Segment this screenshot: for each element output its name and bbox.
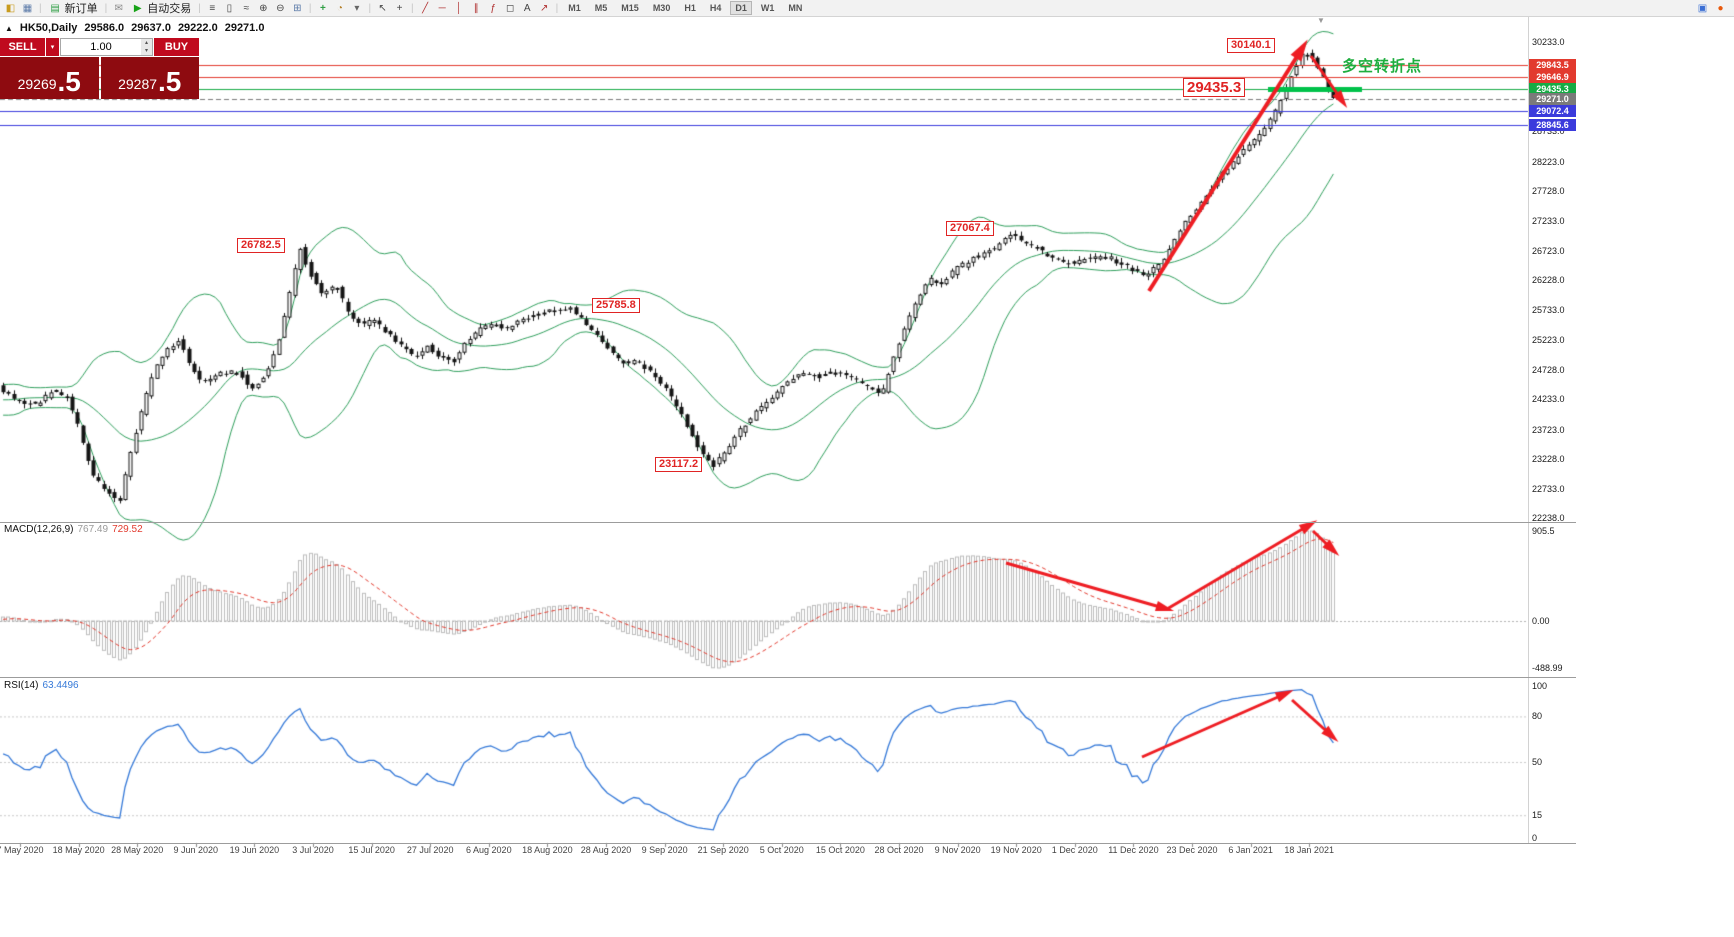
symbol-marker-icon: ▲ (5, 24, 13, 33)
play-icon: ▶ (133, 2, 142, 14)
new-order-button[interactable]: ▤ 新订单 (47, 0, 100, 16)
dropdown-icon[interactable]: ▾ (354, 2, 360, 14)
news-icon[interactable]: ▣ (1697, 2, 1708, 14)
timeframe-button-d1[interactable]: D1 (730, 1, 752, 15)
buy-price-frac: .5 (158, 66, 182, 97)
close-value: 29271.0 (224, 22, 265, 34)
time-axis-splitter (0, 843, 1576, 844)
auto-trading-label: 自动交易 (147, 3, 192, 15)
macd-name: MACD(12,26,9) (4, 524, 74, 535)
alert-icon[interactable]: ● (1717, 2, 1724, 14)
buy-price-main: 29287 (118, 76, 158, 92)
new-order-icon: ▤ (50, 2, 60, 14)
timeframe-button-h1[interactable]: H1 (684, 3, 696, 13)
rsi-name: RSI(14) (4, 680, 39, 691)
sell-button[interactable]: SELL (0, 38, 45, 56)
price-scale-border (1528, 17, 1529, 843)
timeframe-button-m15[interactable]: M15 (621, 3, 639, 13)
buy-button[interactable]: BUY (154, 38, 199, 56)
fibonacci-icon[interactable]: ƒ (490, 2, 496, 14)
volume-down-icon[interactable]: ▾ (141, 47, 152, 55)
panel-splitter-macd[interactable] (0, 522, 1576, 523)
vertical-line-icon[interactable]: │ (456, 2, 463, 14)
timeframe-button-m5[interactable]: M5 (594, 3, 608, 13)
sell-price-display[interactable]: 29269.5 (0, 57, 99, 99)
sell-price-frac: .5 (57, 66, 81, 97)
channel-icon[interactable]: ∥ (473, 2, 479, 14)
volume-dropdown-button[interactable]: ▾ (46, 38, 59, 56)
trendline-icon[interactable]: ╱ (422, 2, 429, 14)
zoom-in-icon[interactable]: ⊕ (259, 2, 268, 14)
toolbar-right-group: ▣ ● (1696, 1, 1730, 16)
macd-main-value: 767.49 (77, 524, 109, 535)
chart-shift-marker-icon[interactable]: ▼ (1317, 16, 1325, 25)
arrows-tool-icon[interactable]: ↗ (539, 2, 549, 14)
timeframe-button-w1[interactable]: W1 (760, 3, 775, 13)
period-icon[interactable]: ◔ (336, 2, 343, 14)
chart-symbol: HK50,Daily (19, 22, 78, 34)
open-value: 29586.0 (84, 22, 125, 34)
cursor-icon[interactable]: ↖ (378, 2, 387, 14)
new-order-label: 新订单 (64, 3, 98, 15)
timeframe-button-m1[interactable]: M1 (568, 3, 581, 13)
chart-ohlc-header: ▲ HK50,Daily 29586.0 29637.0 29222.0 29271.0 (5, 22, 271, 34)
timeframe-button-m30[interactable]: M30 (652, 3, 671, 13)
toolbar-separator: | (104, 2, 108, 14)
rsi-value: 63.4496 (42, 680, 79, 691)
bull-bear-turning-point-annotation[interactable]: 多空转折点 (1342, 58, 1423, 75)
line-chart-icon[interactable]: ≈ (243, 2, 250, 14)
timeframe-button-h4[interactable]: H4 (709, 3, 722, 13)
timeframe-button-mn[interactable]: MN (788, 3, 803, 13)
high-value: 29637.0 (131, 22, 171, 34)
volume-spinner: ▴ ▾ (141, 39, 152, 55)
macd-indicator-label: MACD(12,26,9) 767.49 729.52 (4, 524, 147, 535)
horizontal-line-icon[interactable]: ─ (438, 2, 446, 14)
volume-field: ▴ ▾ (60, 38, 153, 56)
buy-price-display[interactable]: 29287.5 (100, 57, 199, 99)
toolbar-separator: | (308, 2, 312, 14)
volume-input[interactable] (61, 39, 141, 55)
bar-chart-icon[interactable]: ≡ (209, 2, 216, 14)
toolbar-separator: | (368, 2, 372, 14)
macd-signal-value: 729.52 (112, 524, 143, 535)
low-value: 29222.0 (177, 22, 218, 34)
text-tool-icon[interactable]: A (523, 2, 531, 14)
crosshair-icon[interactable]: + (396, 2, 403, 14)
main-toolbar: ◧ ▦ | ▤ 新订单 | ✉ ▶ 自动交易 | ≡ ▯ ≈ ⊕ ⊖ ⊞ | +… (0, 0, 1734, 17)
chart-profiles-icon[interactable]: ▦ (22, 2, 33, 14)
candlestick-chart-icon[interactable]: ▯ (226, 2, 233, 14)
mail-icon[interactable]: ✉ (114, 2, 123, 14)
rsi-indicator-label: RSI(14) 63.4496 (4, 680, 83, 691)
toolbar-separator: | (39, 2, 42, 14)
toolbar-separator: | (198, 2, 201, 14)
toolbar-separator: | (555, 2, 559, 14)
toolbar-separator: | (411, 2, 414, 14)
volume-up-icon[interactable]: ▴ (141, 39, 152, 47)
new-chart-icon[interactable]: ◧ (5, 2, 16, 14)
indicators-icon[interactable]: + (320, 2, 326, 14)
tile-windows-icon[interactable]: ⊞ (293, 2, 302, 14)
panel-splitter-rsi[interactable] (0, 677, 1576, 678)
auto-trading-button[interactable]: ▶ 自动交易 (129, 0, 193, 16)
shapes-icon[interactable]: ◻ (506, 2, 515, 14)
one-click-trading-panel: SELL ▾ ▴ ▾ BUY 29269.5 29287.5 (0, 38, 199, 99)
sell-price-main: 29269 (17, 76, 57, 92)
zoom-out-icon[interactable]: ⊖ (276, 2, 285, 14)
